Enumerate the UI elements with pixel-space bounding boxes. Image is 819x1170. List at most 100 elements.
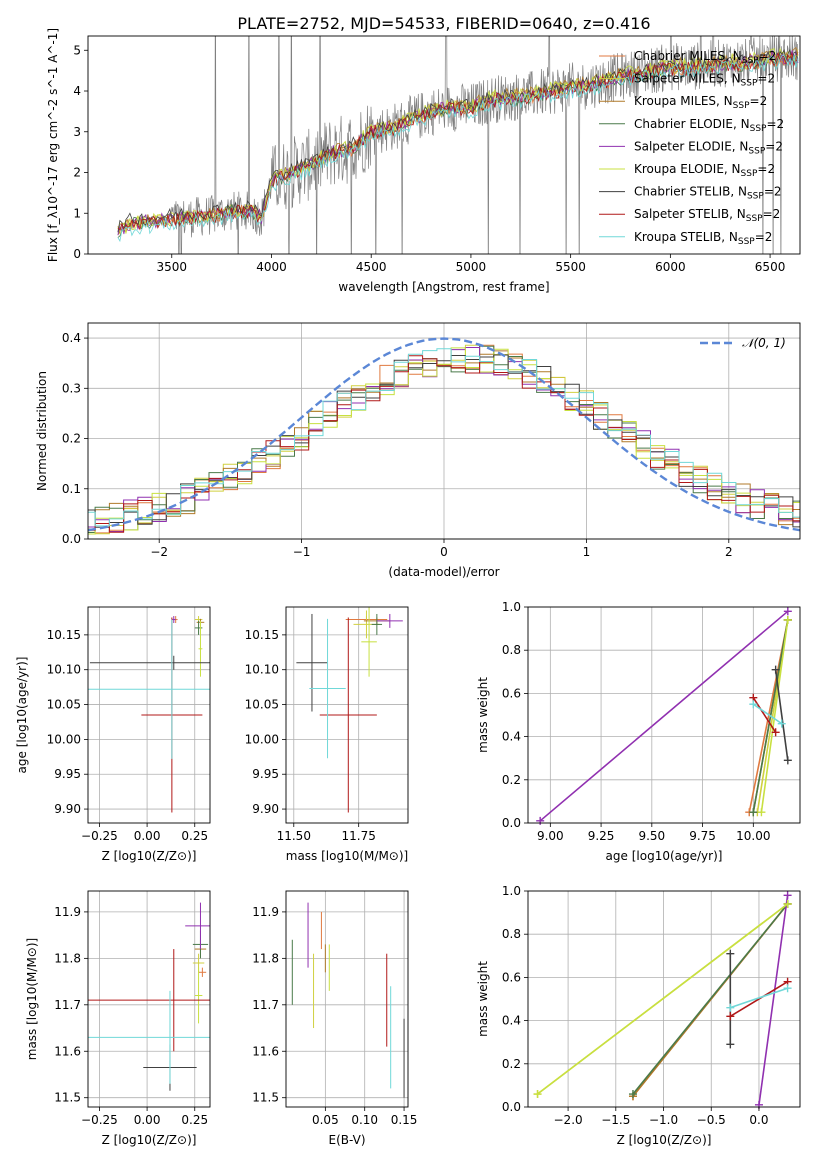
gaussian-curve <box>88 337 800 532</box>
x-tick-label: 11.50 <box>277 829 311 843</box>
mass-weight-marker <box>783 899 792 908</box>
x-tick-label: 0.25 <box>181 1113 208 1127</box>
y-tick-label: 1.0 <box>502 600 521 614</box>
y-axis-label: Flux [f_λ10^-17 erg cm^-2 s^-1 A^-1] <box>46 28 60 262</box>
y-tick-label: 11.6 <box>54 1044 81 1058</box>
x-tick-label: 6500 <box>755 260 786 274</box>
x-tick-label: 9.25 <box>588 829 615 843</box>
y-tick-label: 11.6 <box>252 1044 279 1058</box>
mass-weight-marker <box>726 1003 735 1012</box>
x-axis-label: Z [log10(Z/Z⊙)] <box>617 1133 712 1147</box>
mass-weight-marker <box>783 984 792 993</box>
axes-frame <box>285 606 409 824</box>
x-tick-label: 5500 <box>555 260 586 274</box>
legend-label: Kroupa MILES, NSSP=2 <box>634 94 767 111</box>
x-tick-label: −1.5 <box>601 1113 630 1127</box>
y-tick-label: 11.5 <box>252 1091 279 1105</box>
y-axis-label: mass [log10(M/M⊙)] <box>25 938 39 1060</box>
model-spectrum-line <box>117 47 799 234</box>
mass-weight-line <box>758 895 789 1105</box>
weight-vs-age-panel: 9.00 9.25 9.50 9.75 10.00 0.0 0.2 0.4 0.6 0.8 1.0 a… <box>476 600 801 863</box>
mass-vs-ebv-plot-area <box>291 902 405 1098</box>
y-tick-label: 11.8 <box>54 951 81 965</box>
x-tick-label: 9.00 <box>537 829 564 843</box>
x-tick-label: 0.10 <box>351 1113 378 1127</box>
y-axis-label: mass weight <box>476 961 490 1037</box>
mass-weight-marker <box>533 1090 542 1099</box>
y-tick-label: 0.0 <box>502 1100 521 1114</box>
mass-weight-line <box>537 903 789 1095</box>
x-tick-label: −1.0 <box>649 1113 678 1127</box>
y-tick-label: 11.7 <box>252 998 279 1012</box>
weight-vs-Z-panel: −2.0 −1.5 −1.0 −0.5 0.0 0.0 0.2 0.4 0.6 0.8 1.0 Z [… <box>476 884 801 1147</box>
axes-frame <box>527 606 801 824</box>
axes-frame <box>87 890 211 1108</box>
x-tick-label: 10.00 <box>736 829 770 843</box>
mass-weight-line <box>760 619 789 813</box>
x-tick-label: −2.0 <box>554 1113 583 1127</box>
residual-histogram <box>88 347 800 535</box>
x-tick-label: 0.0 <box>749 1113 768 1127</box>
mass-weight-line <box>752 697 777 733</box>
age-vs-mass-panel: 11.50 11.75 9.90 9.95 10.00 10.05 10.10 10.15 ma… <box>245 606 409 863</box>
mass-weight-line <box>730 987 788 1009</box>
mass-weight-line <box>539 610 789 822</box>
mass-weight-line <box>774 669 789 761</box>
x-tick-label: 11.75 <box>342 829 376 843</box>
mass-weight-marker <box>783 756 792 765</box>
y-tick-label: 4 <box>73 84 81 98</box>
y-tick-label: 9.90 <box>54 802 81 816</box>
legend-label: Kroupa ELODIE, NSSP=2 <box>634 162 775 179</box>
mass-weight-marker <box>783 891 792 900</box>
legend-label: Kroupa STELIB, NSSP=2 <box>634 230 772 247</box>
y-tick-label: 0.8 <box>502 927 521 941</box>
legend-label: Salpeter ELODIE, NSSP=2 <box>634 139 783 156</box>
y-tick-label: 0 <box>73 247 81 261</box>
x-tick-label: 0.15 <box>391 1113 418 1127</box>
mass-weight-marker <box>749 700 758 709</box>
y-tick-label: 0.2 <box>502 773 521 787</box>
spectrum-legend: Chabrier MILES, NSSP=2 Salpeter MILES, NS… <box>599 49 784 247</box>
x-axis-label: Z [log10(Z/Z⊙)] <box>102 849 197 863</box>
y-tick-label: 0.0 <box>502 816 521 830</box>
x-tick-label: 6000 <box>655 260 686 274</box>
y-tick-label: 1 <box>73 206 81 220</box>
mass-weight-marker <box>777 719 786 728</box>
mass-weight-marker <box>757 808 766 817</box>
y-tick-label: 10.10 <box>47 663 81 677</box>
x-tick-label: 0.00 <box>134 829 161 843</box>
x-tick-label: 0 <box>440 545 448 559</box>
y-tick-label: 0.4 <box>502 1014 521 1028</box>
x-tick-label: 9.75 <box>689 829 716 843</box>
spectrum-plot-area <box>117 36 799 254</box>
legend-label: Chabrier STELIB, NSSP=2 <box>634 185 782 202</box>
x-tick-label: −0.25 <box>81 1113 118 1127</box>
x-axis-label: Z [log10(Z/Z⊙)] <box>102 1133 197 1147</box>
mass-weight-marker <box>771 728 780 737</box>
mass-weight-line <box>729 981 789 1017</box>
y-tick-label: 11.8 <box>252 951 279 965</box>
legend-label: 𝒩(0, 1) <box>742 336 786 350</box>
x-tick-label: −2 <box>150 545 168 559</box>
axes-frame <box>87 35 801 255</box>
age-vs-Z-plot-area <box>88 616 210 813</box>
y-tick-label: 9.90 <box>252 802 279 816</box>
axes-frame <box>527 890 801 1108</box>
y-tick-label: 10.15 <box>245 628 279 642</box>
y-tick-label: 0.1 <box>62 482 81 496</box>
legend-label: Salpeter STELIB, NSSP=2 <box>634 207 780 224</box>
x-axis-label: (data-model)/error <box>388 565 499 579</box>
y-tick-label: 0.3 <box>62 381 81 395</box>
mass-weight-marker <box>749 808 758 817</box>
y-tick-label: 0.4 <box>502 730 521 744</box>
residuals-plot-area <box>88 337 800 535</box>
y-tick-label: 0.0 <box>62 532 81 546</box>
y-tick-label: 0.6 <box>502 970 521 984</box>
y-tick-label: 0.4 <box>62 331 81 345</box>
x-tick-label: 4000 <box>256 260 287 274</box>
y-tick-label: 0.8 <box>502 643 521 657</box>
y-axis-label: mass weight <box>476 677 490 753</box>
x-tick-label: 0.00 <box>134 1113 161 1127</box>
y-tick-label: 2 <box>73 166 81 180</box>
residual-histogram <box>88 345 800 533</box>
